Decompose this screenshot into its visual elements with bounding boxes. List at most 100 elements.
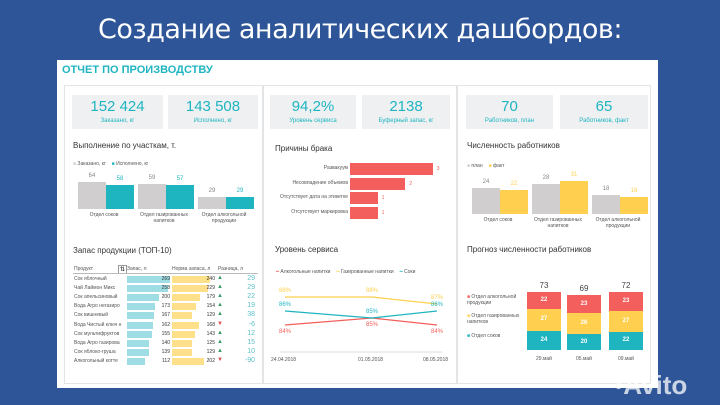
point-label: 88%: [279, 288, 292, 294]
category-label: Отдел соков: [89, 212, 119, 218]
column-header: Запас, л: [127, 266, 147, 272]
bar-value: 1: [381, 209, 385, 216]
category-label: Отдел газированных напитков: [534, 217, 582, 229]
bar: [166, 185, 194, 209]
kpi-value: 143 508: [185, 98, 241, 115]
stacked-segment: 27: [609, 310, 643, 333]
up-arrow-icon: ▲: [217, 284, 223, 291]
diff-value: 12: [247, 329, 255, 337]
up-arrow-icon: ▲: [217, 275, 223, 281]
kpi-value: 70: [501, 98, 518, 115]
chart-title: Выполнение по участкам, т.: [73, 141, 177, 150]
stock-bar: [127, 312, 154, 320]
category-label: Отдел соков: [483, 217, 513, 223]
norm-bar: [172, 294, 201, 302]
column-production: [64, 85, 263, 384]
column-header: Норма запаса, л: [172, 266, 211, 272]
category-label: Отдел алкогольной продукции: [201, 212, 247, 224]
bar-value: 64: [88, 173, 96, 180]
stock-bar: [127, 348, 150, 356]
stacked-segment: 22: [609, 332, 643, 350]
x-tick-label: 24.04.2018: [271, 357, 297, 363]
norm-value: 229: [206, 285, 215, 292]
stock-value: 200: [161, 294, 170, 301]
norm-bar: [172, 348, 193, 356]
legend-item: ■ Заказано, кг: [73, 161, 106, 167]
bar-value: 29: [208, 187, 216, 194]
chart-legend: ■ план ■ факт: [467, 163, 504, 169]
stock-bar: [127, 330, 152, 338]
kpi-label: Исполнено, кг: [193, 118, 233, 124]
bar: [78, 182, 106, 209]
stacked-segment: 23: [567, 294, 601, 314]
stock-value: 162: [161, 321, 170, 328]
stock-bar: [127, 339, 150, 347]
diff-value: 38: [247, 311, 255, 319]
norm-value: 129: [206, 312, 215, 319]
kpi-label: Уровень сервиса: [289, 118, 337, 124]
kpi-value: 65: [595, 98, 613, 115]
bar-value: 3: [436, 166, 440, 172]
legend-item: ■ факт: [488, 163, 505, 169]
category-label: 29.май: [536, 356, 552, 362]
diff-value: 29: [247, 275, 255, 282]
product-name: Вода Чистый ключ н: [74, 321, 122, 328]
chart-title: Численность работников: [467, 141, 560, 150]
kpi-label: Заказано, кг: [100, 118, 135, 124]
norm-bar: [172, 330, 195, 338]
legend-item: ━ Соки: [399, 269, 416, 275]
bar: [620, 196, 648, 214]
product-name: Алкогольный котте: [74, 357, 118, 364]
stock-value: 139: [161, 348, 170, 355]
bar-value: 57: [176, 176, 184, 183]
chart-legend: ━ Алкогольные напитки ━ Газированные напи…: [276, 269, 415, 275]
bar-value: 16: [630, 187, 638, 194]
product-name: Сок яблочный: [74, 276, 107, 282]
avito-watermark: ◦Avito: [614, 370, 688, 400]
diff-value: 15: [247, 338, 255, 346]
category-label: Отсутствует маркировка: [291, 208, 348, 215]
stock-value: 112: [162, 357, 170, 364]
stock-value: 173: [161, 303, 170, 310]
bar-value: 28: [542, 175, 550, 182]
stock-value: 269: [161, 276, 170, 282]
stock-value: 258: [161, 285, 170, 292]
diff-value: -6: [248, 320, 255, 328]
product-name: Сок мультифруктов: [74, 330, 120, 337]
stock-bar: [127, 321, 153, 329]
diff-value: 29: [247, 284, 255, 292]
legend-item: ■ план: [467, 163, 483, 169]
product-name: Сок вишневый: [74, 312, 109, 319]
bar: [350, 192, 378, 205]
kpi-value: 152 424: [90, 98, 145, 115]
stacked-segment: 23: [609, 292, 643, 311]
bar-value: 1: [381, 195, 385, 202]
kpi-card: 152 424 Заказано, кг: [72, 95, 163, 129]
bar: [472, 188, 500, 214]
norm-value: 125: [206, 339, 215, 346]
diff-value: 22: [247, 293, 255, 301]
bar-value: 29: [236, 187, 244, 194]
legend-item: ■ Отдел алкогольной продукции: [467, 294, 517, 306]
stock-bar: [127, 276, 170, 283]
bar: [198, 196, 226, 209]
product-name: Сок яблоко-груша: [74, 348, 116, 355]
total-label: 73: [539, 280, 549, 290]
diff-value: 10: [247, 347, 255, 355]
category-label: Отдел газированных напитков: [140, 212, 188, 224]
header-divider: [73, 273, 258, 274]
bar-value: 59: [148, 175, 156, 182]
kpi-card: 70 Работников, план: [466, 95, 553, 129]
down-arrow-icon: ▼: [217, 320, 223, 327]
chart-title: Причины брака: [275, 144, 333, 153]
up-arrow-icon: ▲: [217, 338, 223, 345]
stacked-segment: 24: [527, 330, 561, 350]
norm-bar: [172, 312, 193, 320]
norm-bar: [172, 339, 192, 347]
x-tick-label: 01.05.2018: [358, 357, 384, 363]
point-label: 85%: [366, 322, 379, 328]
norm-bar: [172, 357, 204, 365]
down-arrow-icon: ▼: [217, 356, 223, 363]
kpi-card: 94,2% Уровень сервиса: [270, 95, 356, 129]
point-label: 84%: [431, 329, 444, 335]
